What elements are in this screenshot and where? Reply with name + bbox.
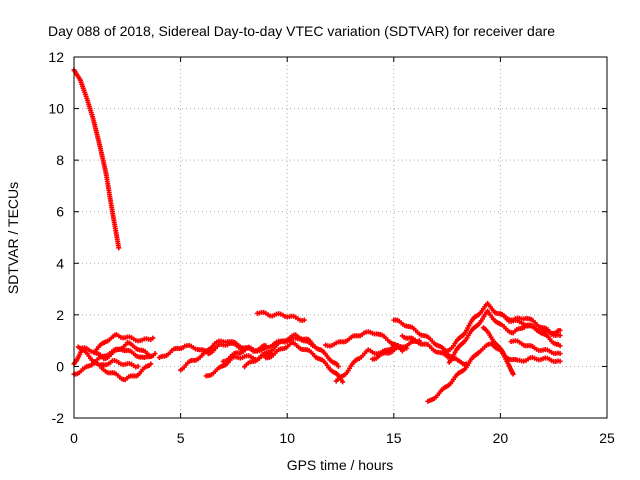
- data-point: [557, 327, 563, 333]
- y-tick-label: 6: [56, 204, 64, 220]
- y-tick-label: 8: [56, 152, 64, 168]
- data-point: [340, 379, 346, 385]
- y-tick-label: 2: [56, 307, 64, 323]
- y-tick-label: 10: [48, 101, 64, 117]
- x-tick-label: 10: [279, 430, 295, 446]
- data-point: [510, 371, 516, 377]
- x-tick-label: 20: [493, 430, 509, 446]
- series-arc-g: [178, 338, 269, 373]
- series-arc-t: [446, 308, 563, 365]
- data-point: [150, 335, 156, 341]
- x-tick-label: 25: [599, 430, 615, 446]
- chart-title: Day 088 of 2018, Sidereal Day-to-day VTE…: [48, 23, 555, 39]
- series-arc-o: [369, 338, 422, 362]
- data-point: [557, 358, 563, 364]
- y-tick-label: 0: [56, 358, 64, 374]
- series-arc-w: [508, 338, 563, 357]
- ticks: 0 5 10 15 20 25 -2 0 2 4 6 8 10 12: [48, 49, 615, 446]
- y-tick-label: 12: [48, 49, 64, 65]
- series-arc-e: [75, 344, 141, 370]
- y-axis-label: SDTVAR / TECUs: [5, 182, 21, 294]
- data-point: [557, 332, 563, 338]
- series-arc-j: [242, 332, 341, 370]
- data-point: [135, 363, 141, 369]
- data-point: [152, 351, 158, 357]
- data-point: [116, 245, 122, 251]
- x-axis-label: GPS time / hours: [287, 457, 394, 473]
- y-tick-label: -2: [52, 410, 65, 426]
- series-arc-c: [92, 332, 156, 354]
- x-tick-label: 15: [386, 430, 402, 446]
- data-point: [148, 361, 154, 367]
- data-point: [557, 351, 563, 357]
- series-steep-decline: [71, 67, 122, 251]
- x-tick-label: 5: [177, 430, 185, 446]
- data-point: [335, 363, 341, 369]
- grid: [74, 57, 607, 418]
- series-arc-d: [99, 361, 154, 383]
- y-tick-label: 4: [56, 255, 64, 271]
- plot-frame: [73, 56, 608, 419]
- data-marks: [71, 67, 563, 404]
- data-point: [301, 317, 307, 323]
- data-point: [557, 343, 563, 349]
- series-arc-u: [480, 325, 563, 364]
- series-arc-v: [497, 311, 563, 337]
- series-arc-k: [254, 309, 307, 324]
- x-tick-label: 0: [70, 430, 78, 446]
